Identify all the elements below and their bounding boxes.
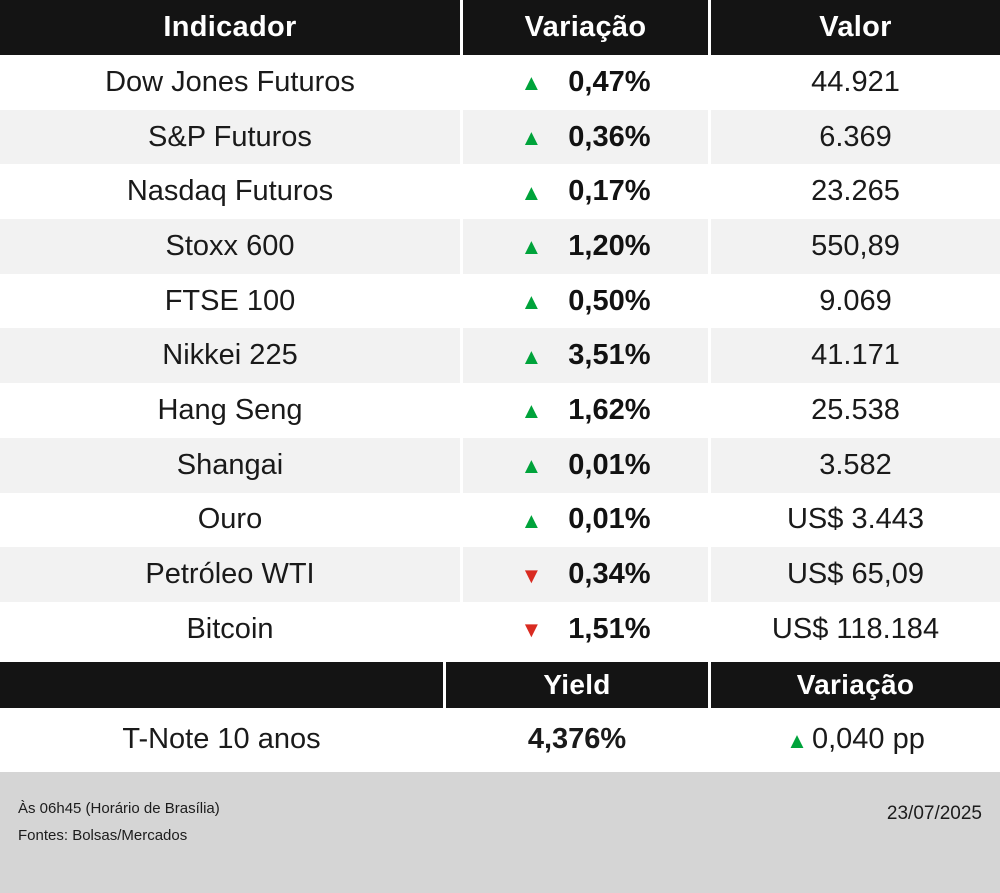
down-triangle-icon: ▼ (520, 562, 543, 588)
table-row: FTSE 100 ▲ 0,50% 9.069 (0, 273, 1000, 329)
table-row: Shangai ▲ 0,01% 3.582 (0, 437, 1000, 493)
indicator-cell: Stoxx 600 (0, 219, 460, 274)
value-cell: 550,89 (711, 219, 1000, 274)
variation-cell: ▲ 3,51% (463, 328, 708, 384)
variation-cell: ▲ 0,50% (463, 273, 708, 329)
value-cell: US$ 3.443 (711, 492, 1000, 548)
table-body: Dow Jones Futuros ▲ 0,47% 44.921 S&P Fut… (0, 55, 1000, 657)
bond-indicator: T-Note 10 anos (0, 707, 443, 772)
variation-cell: ▲ 0,17% (463, 164, 708, 220)
indicator-cell: Shangai (0, 437, 460, 493)
variation-value: 0,17% (568, 175, 651, 208)
up-triangle-icon: ▲ (520, 398, 543, 424)
bond-header-empty (0, 661, 443, 708)
down-triangle-icon: ▼ (520, 617, 543, 643)
indicator-cell: FTSE 100 (0, 273, 460, 329)
table-row: Stoxx 600 ▲ 1,20% 550,89 (0, 219, 1000, 274)
variation-value: 0,50% (568, 284, 651, 317)
indicator-cell: Bitcoin (0, 601, 460, 657)
variation-cell: ▲ 0,01% (463, 492, 708, 548)
footer: Às 06h45 (Horário de Brasília) Fontes: B… (0, 771, 1000, 893)
bond-table: Yield Variação T-Note 10 anos 4,376% ▲ 0,… (0, 661, 1000, 772)
bond-header-row: Yield Variação (0, 661, 1000, 708)
value-cell: US$ 118.184 (711, 601, 1000, 657)
variation-cell: ▲ 1,62% (463, 383, 708, 438)
footer-notes: Às 06h45 (Horário de Brasília) Fontes: B… (18, 795, 220, 849)
header-valor: Valor (711, 0, 1000, 55)
variation-value: 0,01% (568, 448, 651, 481)
indicator-cell: Nikkei 225 (0, 328, 460, 384)
variation-value: 0,01% (568, 503, 651, 536)
table-row: Ouro ▲ 0,01% US$ 3.443 (0, 492, 1000, 548)
bond-variation-value: 0,040 pp (811, 723, 925, 756)
footer-sources: Fontes: Bolsas/Mercados (18, 826, 188, 844)
up-triangle-icon: ▲ (520, 234, 543, 260)
variation-cell: ▲ 0,01% (463, 437, 708, 493)
table-header-row: Indicador Variação Valor (0, 0, 1000, 55)
indicator-cell: Hang Seng (0, 383, 460, 438)
up-triangle-icon: ▲ (520, 507, 543, 533)
value-cell: 9.069 (711, 273, 1000, 329)
variation-cell: ▲ 0,47% (463, 55, 708, 110)
value-cell: 6.369 (711, 109, 1000, 165)
value-cell: 41.171 (711, 328, 1000, 384)
variation-value: 0,34% (568, 558, 651, 591)
header-variacao: Variação (463, 0, 708, 55)
variation-value: 0,36% (568, 120, 651, 153)
indicator-cell: S&P Futuros (0, 109, 460, 165)
markets-table: Indicador Variação Valor Dow Jones Futur… (0, 0, 1000, 657)
table-row: Nikkei 225 ▲ 3,51% 41.171 (0, 328, 1000, 384)
value-cell: 3.582 (711, 437, 1000, 493)
variation-value: 1,51% (568, 612, 651, 645)
variation-cell: ▲ 0,36% (463, 109, 708, 165)
up-triangle-icon: ▲ (520, 179, 543, 205)
variation-value: 3,51% (568, 339, 651, 372)
bond-header-yield: Yield (446, 661, 708, 708)
up-triangle-icon: ▲ (520, 289, 543, 315)
table-row: Nasdaq Futuros ▲ 0,17% 23.265 (0, 164, 1000, 220)
table-row: Dow Jones Futuros ▲ 0,47% 44.921 (0, 55, 1000, 110)
up-triangle-icon: ▲ (520, 70, 543, 96)
variation-cell: ▼ 1,51% (463, 601, 708, 657)
bond-header-variacao: Variação (711, 661, 1000, 708)
value-cell: US$ 65,09 (711, 547, 1000, 602)
variation-value: 0,47% (568, 65, 651, 98)
bond-variation-cell: ▲ 0,040 pp (711, 707, 1000, 772)
indicator-cell: Dow Jones Futuros (0, 55, 460, 110)
variation-value: 1,62% (568, 393, 651, 426)
table-row: S&P Futuros ▲ 0,36% 6.369 (0, 109, 1000, 165)
up-triangle-icon: ▲ (520, 453, 543, 479)
value-cell: 23.265 (711, 164, 1000, 220)
table-row: Hang Seng ▲ 1,62% 25.538 (0, 383, 1000, 438)
footer-date: 23/07/2025 (886, 802, 982, 824)
bond-row: T-Note 10 anos 4,376% ▲ 0,040 pp (0, 707, 1000, 772)
indicator-cell: Petróleo WTI (0, 547, 460, 602)
variation-cell: ▲ 1,20% (463, 219, 708, 274)
header-indicador: Indicador (0, 0, 460, 55)
value-cell: 44.921 (711, 55, 1000, 110)
variation-value: 1,20% (568, 229, 651, 262)
value-cell: 25.538 (711, 383, 1000, 438)
up-triangle-icon: ▲ (520, 343, 543, 369)
table-row: Petróleo WTI ▼ 0,34% US$ 65,09 (0, 547, 1000, 602)
up-triangle-icon: ▲ (786, 727, 808, 753)
footer-time-note: Às 06h45 (Horário de Brasília) (18, 799, 220, 817)
up-triangle-icon: ▲ (520, 125, 543, 151)
table-row: Bitcoin ▼ 1,51% US$ 118.184 (0, 601, 1000, 657)
variation-cell: ▼ 0,34% (463, 547, 708, 602)
indicator-cell: Ouro (0, 492, 460, 548)
indicator-cell: Nasdaq Futuros (0, 164, 460, 220)
bond-yield-value: 4,376% (446, 707, 708, 772)
